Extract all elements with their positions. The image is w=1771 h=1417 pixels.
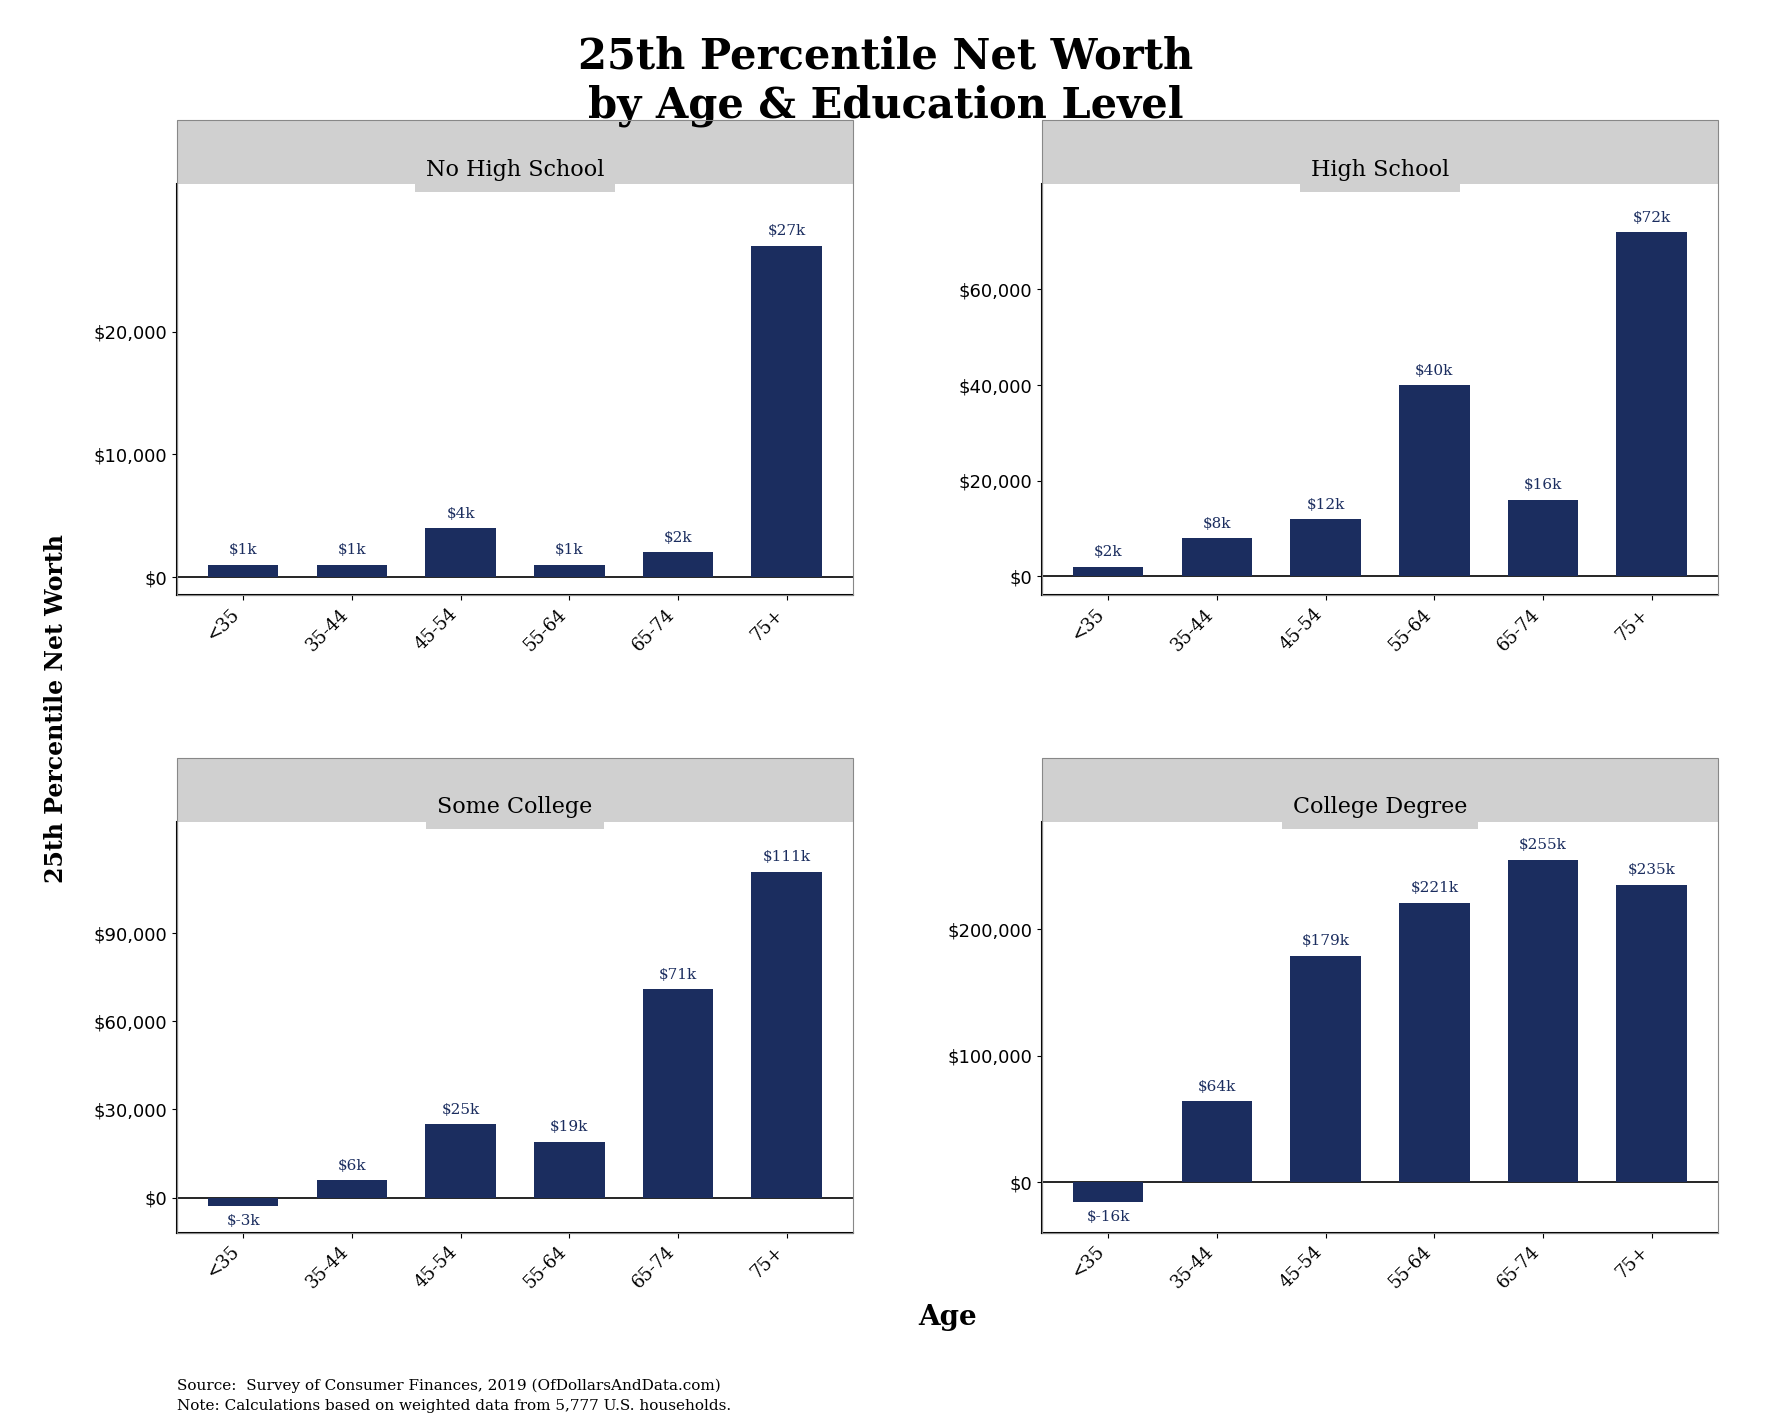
Text: $72k: $72k — [1633, 211, 1672, 225]
Bar — [1291, 519, 1360, 577]
Text: $27k: $27k — [767, 224, 806, 238]
Text: $255k: $255k — [1520, 837, 1567, 852]
Text: $235k: $235k — [1628, 863, 1675, 877]
Bar — [207, 565, 278, 577]
Bar — [1617, 232, 1688, 577]
Text: $-16k: $-16k — [1086, 1210, 1130, 1224]
Bar — [1291, 955, 1360, 1182]
Bar — [751, 245, 822, 577]
Text: $179k: $179k — [1302, 934, 1350, 948]
Text: $2k: $2k — [664, 531, 692, 546]
Text: $221k: $221k — [1410, 881, 1458, 896]
Text: $2k: $2k — [1094, 546, 1123, 560]
Text: $64k: $64k — [1197, 1080, 1236, 1094]
Bar — [535, 565, 604, 577]
Text: $-3k: $-3k — [227, 1214, 260, 1227]
Bar — [643, 989, 714, 1197]
Text: $8k: $8k — [1203, 517, 1231, 530]
Bar — [317, 565, 388, 577]
Text: $6k: $6k — [338, 1159, 367, 1172]
Text: $16k: $16k — [1523, 479, 1562, 492]
Bar — [1181, 538, 1252, 577]
Bar — [1399, 385, 1470, 577]
Title: College Degree: College Degree — [1293, 796, 1466, 818]
Text: $12k: $12k — [1307, 497, 1344, 512]
Text: $25k: $25k — [441, 1102, 480, 1117]
Text: Age: Age — [917, 1304, 978, 1331]
Bar — [1073, 1182, 1144, 1203]
Text: $4k: $4k — [446, 506, 475, 520]
Bar — [751, 871, 822, 1197]
Bar — [207, 1197, 278, 1206]
Bar — [1181, 1101, 1252, 1182]
Bar — [1073, 567, 1144, 577]
Bar — [317, 1180, 388, 1197]
Title: High School: High School — [1311, 159, 1449, 181]
Text: $1k: $1k — [338, 543, 367, 557]
Bar — [643, 553, 714, 577]
Text: 25th Percentile Net Worth
by Age & Education Level: 25th Percentile Net Worth by Age & Educa… — [577, 35, 1194, 126]
Bar — [1617, 884, 1688, 1182]
Text: 25th Percentile Net Worth: 25th Percentile Net Worth — [44, 534, 69, 883]
Text: Source:  Survey of Consumer Finances, 2019 (OfDollarsAndData.com)
Note: Calculat: Source: Survey of Consumer Finances, 201… — [177, 1379, 731, 1413]
Title: Some College: Some College — [437, 796, 593, 818]
Text: $1k: $1k — [228, 543, 257, 557]
Text: $40k: $40k — [1415, 364, 1454, 378]
Bar — [1507, 860, 1578, 1182]
Bar — [425, 529, 496, 577]
Bar — [1399, 903, 1470, 1182]
Text: $19k: $19k — [551, 1121, 588, 1135]
Text: $111k: $111k — [763, 850, 811, 864]
Bar — [1507, 500, 1578, 577]
Bar — [425, 1124, 496, 1197]
Text: $1k: $1k — [554, 543, 584, 557]
Text: $71k: $71k — [659, 968, 698, 982]
Title: No High School: No High School — [425, 159, 604, 181]
Bar — [535, 1142, 604, 1197]
